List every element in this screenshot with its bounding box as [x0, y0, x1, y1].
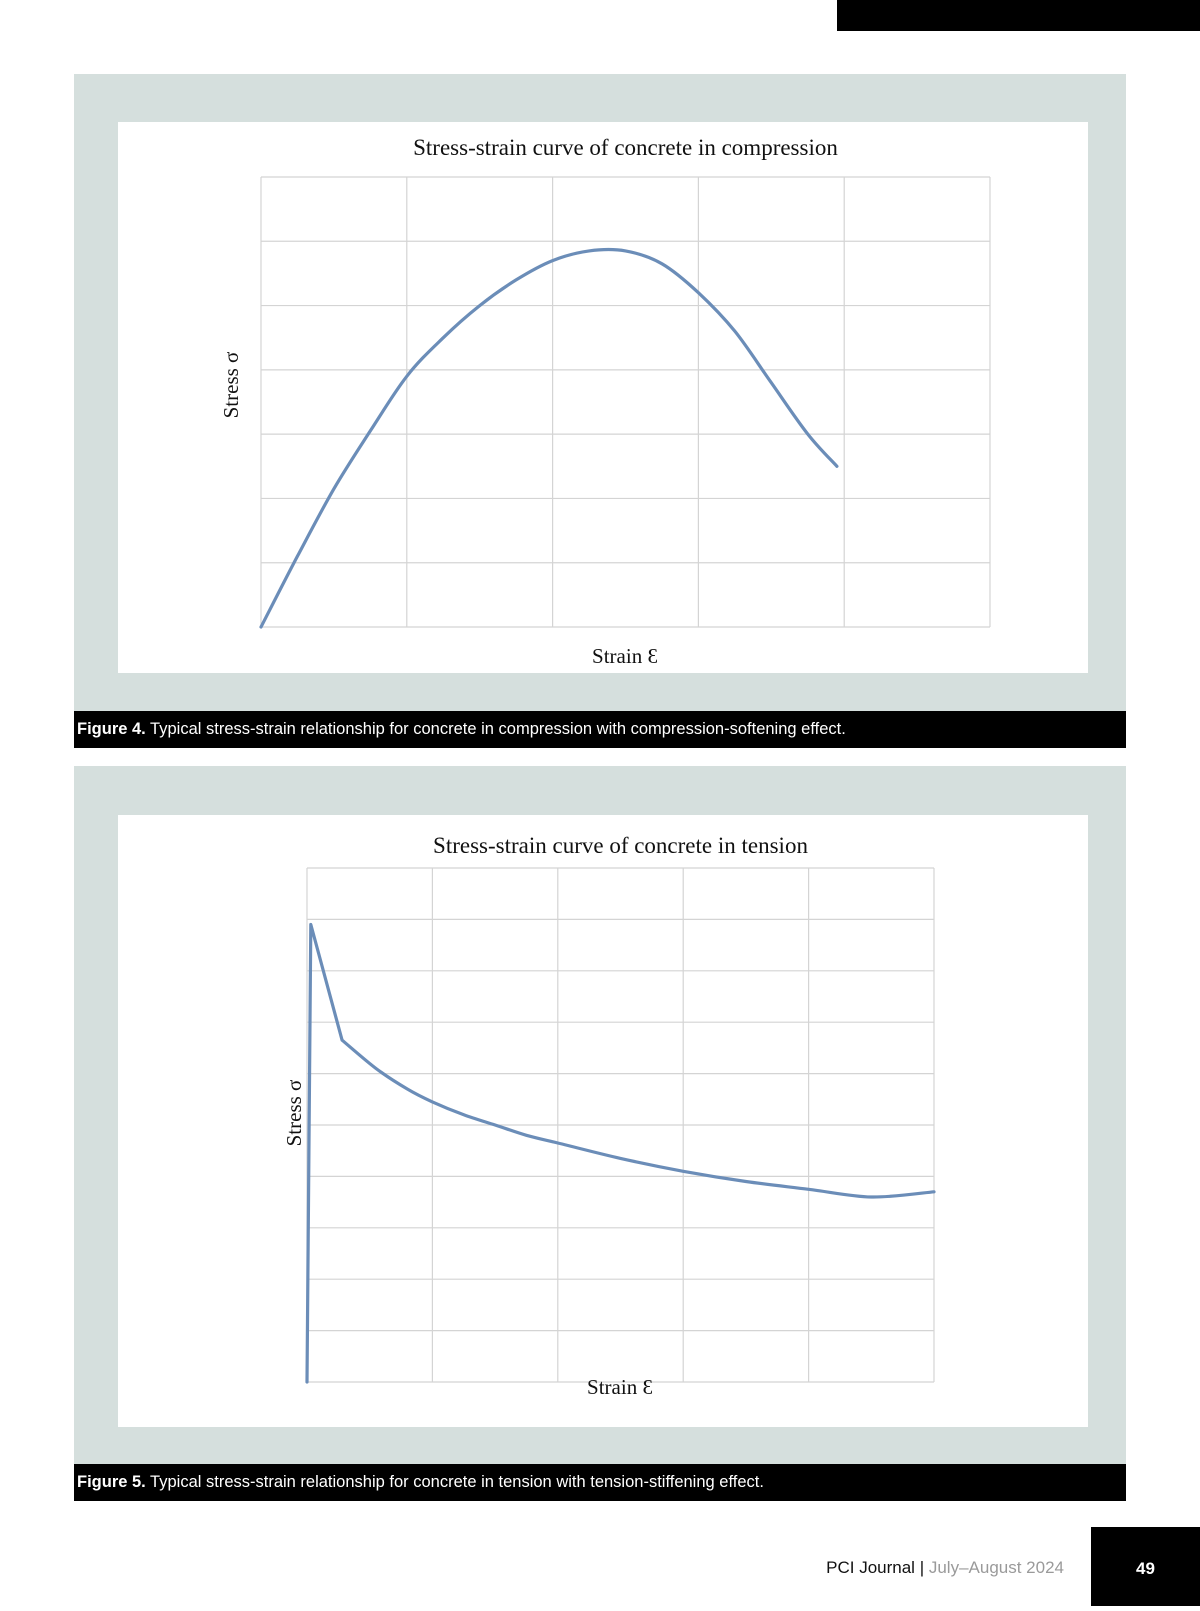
compression-chart-panel: Stress-strain curve of concrete in compr… [118, 122, 1088, 673]
figure-4-label: Figure 4. [77, 720, 146, 738]
tension-chart: Stress-strain curve of concrete in tensi… [282, 833, 936, 1399]
page-number: 49 [1091, 1527, 1200, 1606]
top-bar [837, 0, 1200, 31]
chart-title: Stress-strain curve of concrete in tensi… [433, 833, 808, 858]
figure-5-frame: Stress-strain curve of concrete in tensi… [74, 766, 1126, 1464]
stress-strain-curve [259, 247, 839, 629]
tension-chart-panel: Stress-strain curve of concrete in tensi… [118, 815, 1088, 1427]
figure-4-caption-text: Typical stress-strain relationship for c… [145, 720, 846, 738]
figure-4-frame: Stress-strain curve of concrete in compr… [74, 74, 1126, 711]
x-axis-label: Strain Ɛ [592, 644, 658, 668]
footer-journal-line: PCI Journal | July–August 2024 [826, 1558, 1064, 1578]
figure-5-caption-text: Typical stress-strain relationship for c… [145, 1473, 764, 1491]
y-axis-label: Stress σ [219, 352, 243, 419]
figure-4-caption: Figure 4. Typical stress-strain relation… [74, 711, 1126, 748]
issue-date: July–August 2024 [928, 1558, 1064, 1577]
y-axis-label: Stress σ [282, 1080, 306, 1147]
footer-separator: | [914, 1558, 929, 1577]
figure-5-caption: Figure 5. Typical stress-strain relation… [74, 1464, 1126, 1501]
stress-strain-curve [305, 922, 936, 1384]
chart-title: Stress-strain curve of concrete in compr… [413, 135, 838, 160]
x-axis-label: Strain Ɛ [587, 1375, 653, 1399]
figure-5-label: Figure 5. [77, 1473, 146, 1491]
compression-chart: Stress-strain curve of concrete in compr… [219, 135, 991, 668]
journal-name: PCI Journal [826, 1558, 915, 1577]
